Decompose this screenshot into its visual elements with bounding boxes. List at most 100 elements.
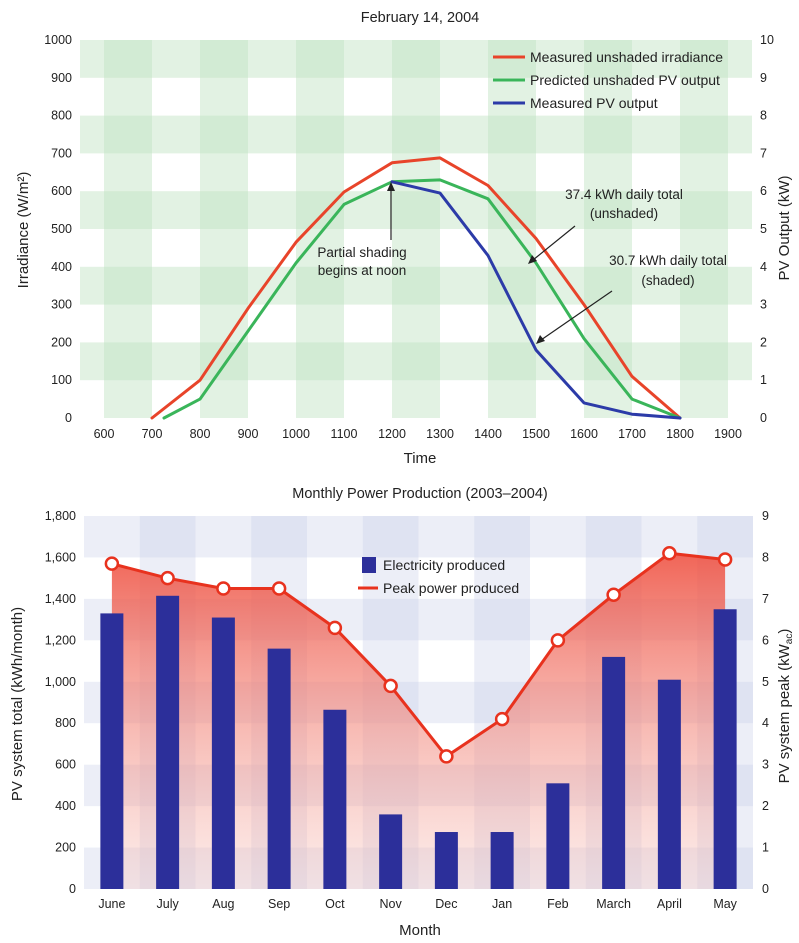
time-tick-label: 600 — [94, 427, 115, 441]
irradiance-chart-background — [80, 40, 752, 418]
electricity-bar-oct — [323, 709, 347, 889]
grid-band-horizontal — [80, 342, 752, 381]
pv-total-tick-label: 0 — [69, 882, 76, 896]
shading-annotation-line1: Partial shading — [317, 245, 406, 260]
month-axis-title: Month — [399, 922, 441, 939]
month-tick-label: Sep — [268, 897, 290, 911]
pv-peak-tick-label: 9 — [762, 509, 769, 523]
series-line-1 — [162, 178, 682, 420]
peak-power-marker-april — [662, 546, 677, 561]
grid-band-vertical — [392, 40, 440, 418]
pv-peak-axis-title-main: PV system peak (kW — [776, 643, 793, 783]
pv-total-tick-label: 600 — [55, 758, 76, 772]
time-tick-label: 900 — [238, 427, 259, 441]
irradiance-tick-label: 800 — [51, 109, 72, 123]
pv-peak-tick-label: 3 — [762, 758, 769, 772]
irradiance-tick-label: 100 — [51, 373, 72, 387]
pv-peak-tick-label: 2 — [762, 799, 769, 813]
irradiance-chart: February 14, 2004 1000900800700600500400… — [15, 10, 793, 467]
pv-output-tick-label: 6 — [760, 184, 767, 198]
legend-label-irradiance: Measured unshaded irradiance — [530, 49, 723, 65]
irradiance-tick-label: 700 — [51, 146, 72, 160]
unshaded-total-arrowhead — [528, 255, 537, 264]
pv-peak-tick-label: 7 — [762, 592, 769, 606]
shading-annotation-arrowhead — [387, 182, 395, 191]
shading-annotation-line2: begins at noon — [318, 263, 407, 278]
pv-peak-axis-title-close: ) — [776, 629, 793, 634]
time-tick-label: 1800 — [666, 427, 694, 441]
pv-peak-axis-title-subscript: ac — [784, 634, 795, 645]
month-tick-label: June — [98, 897, 125, 911]
pv-peak-tick-label: 0 — [762, 882, 769, 896]
electricity-bars — [100, 595, 737, 889]
grid-band-vertical — [200, 40, 248, 418]
irradiance-tick-label: 400 — [51, 260, 72, 274]
pv-peak-tick-label: 8 — [762, 550, 769, 564]
pv-peak-right-ticks: 9 8 7 6 5 4 3 2 1 0 — [762, 509, 769, 896]
pv-peak-tick-label: 6 — [762, 633, 769, 647]
month-tick-label: May — [713, 897, 737, 911]
irradiance-legend: Measured unshaded irradiance Predicted u… — [493, 49, 723, 111]
grid-band-vertical — [296, 40, 344, 418]
pv-output-tick-label: 1 — [760, 373, 767, 387]
pv-output-axis-title: PV Output (kW) — [776, 175, 793, 280]
shading-annotation: Partial shading begins at noon — [317, 182, 407, 278]
time-tick-label: 1900 — [714, 427, 742, 441]
shaded-total-arrowhead — [536, 335, 545, 344]
pv-total-left-ticks: 1,800 1,600 1,400 1,200 1,000 800 600 400 200 0 — [45, 509, 76, 896]
irradiance-tick-label: 300 — [51, 298, 72, 312]
peak-power-marker-jan — [494, 711, 510, 727]
pv-output-tick-label: 4 — [760, 260, 767, 274]
irradiance-grid-bands — [80, 40, 752, 418]
time-tick-label: 1700 — [618, 427, 646, 441]
time-tick-label: 1000 — [282, 427, 310, 441]
series-line-0 — [150, 156, 682, 420]
peak-power-polyline — [111, 551, 726, 758]
pv-peak-tick-label: 4 — [762, 716, 769, 730]
legend-swatch-electricity — [362, 557, 376, 573]
legend-label-peak-power: Peak power produced — [383, 580, 519, 596]
pv-output-tick-label: 7 — [760, 146, 767, 160]
time-tick-label: 1500 — [522, 427, 550, 441]
pv-output-tick-label: 2 — [760, 335, 767, 349]
electricity-bar-june — [100, 613, 124, 889]
pv-total-tick-label: 1,400 — [45, 592, 76, 606]
electricity-bar-nov — [379, 814, 403, 889]
series-line-2 — [390, 180, 682, 420]
electricity-bar-dec — [434, 832, 458, 889]
time-tick-label: 800 — [190, 427, 211, 441]
electricity-bar-july — [156, 595, 180, 889]
grid-band-horizontal — [80, 115, 752, 154]
electricity-bar-march — [602, 656, 626, 889]
electricity-bar-sep — [267, 648, 291, 889]
month-tick-label: Feb — [547, 897, 569, 911]
electricity-bar-april — [657, 679, 681, 889]
time-tick-label: 1400 — [474, 427, 502, 441]
month-tick-label: July — [157, 897, 180, 911]
pv-output-tick-label: 3 — [760, 298, 767, 312]
pv-total-tick-label: 1,200 — [45, 633, 76, 647]
irradiance-tick-label: 1000 — [44, 33, 72, 47]
pv-total-tick-label: 400 — [55, 799, 76, 813]
time-tick-label: 1200 — [378, 427, 406, 441]
unshaded-total-arrow — [532, 225, 576, 261]
grid-band-vertical — [104, 40, 152, 418]
shaded-total-annotation: 30.7 kWh daily total (shaded) — [536, 253, 727, 344]
pv-output-tick-label: 8 — [760, 109, 767, 123]
electricity-bar-feb — [546, 783, 570, 889]
irradiance-chart-title: February 14, 2004 — [361, 10, 480, 26]
grid-band-horizontal — [80, 191, 752, 229]
month-ticks: June July Aug Sep Oct Nov Dec Jan Feb March April M… — [98, 897, 737, 911]
peak-power-marker-oct — [327, 620, 343, 636]
grid-band-vertical — [680, 40, 728, 418]
legend-label-measured-pv: Measured PV output — [530, 95, 658, 111]
peak-power-marker-nov — [383, 678, 398, 694]
shaded-total-line1: 30.7 kWh daily total — [609, 253, 727, 268]
time-tick-label: 700 — [142, 427, 163, 441]
time-tick-label: 1600 — [570, 427, 598, 441]
pv-peak-tick-label: 5 — [762, 675, 769, 689]
unshaded-total-line2: (unshaded) — [590, 206, 658, 221]
